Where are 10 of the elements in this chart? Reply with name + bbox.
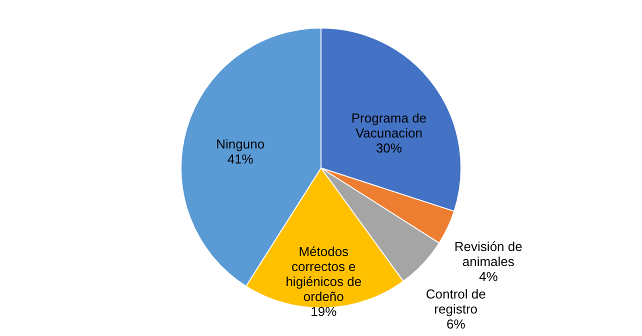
data-label: 4% [478, 268, 498, 284]
slice-label: Ninguno [216, 136, 265, 152]
slice-label: Métodos correctos e higiénicos de ordeño [286, 244, 362, 304]
data-label: 41% [227, 152, 254, 167]
slice-label: Control de registro [426, 286, 486, 317]
data-label: 6% [446, 316, 466, 332]
slice-label: Programa de Vacunacion [351, 110, 427, 141]
slice-label: Revisión de animales [454, 238, 522, 269]
data-label: 19% [310, 304, 338, 319]
data-label: 30% [376, 140, 402, 156]
